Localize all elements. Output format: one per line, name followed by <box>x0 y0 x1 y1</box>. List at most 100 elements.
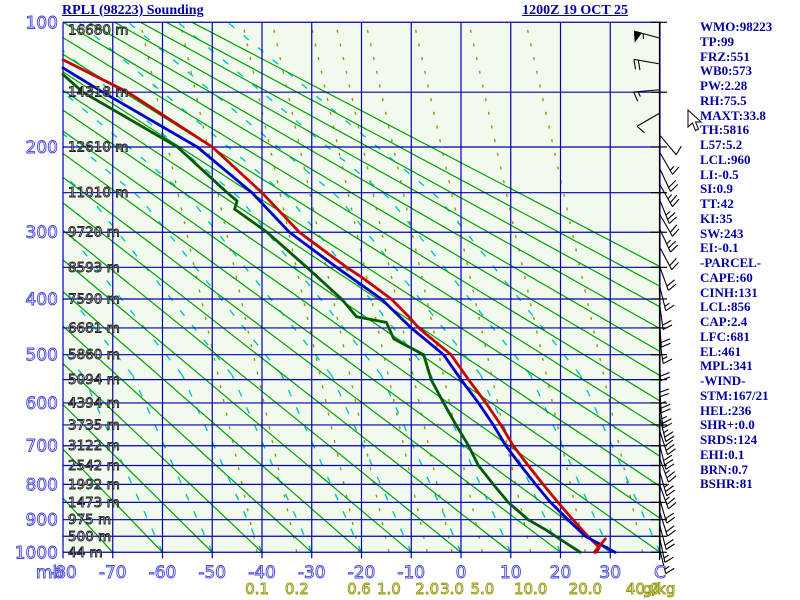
stat-line: BSHR:81 <box>700 476 753 492</box>
moist-adiabat <box>177 21 390 199</box>
wind-barb <box>658 511 676 537</box>
wind-barb <box>658 429 676 456</box>
temp-label: -50 <box>198 563 226 583</box>
wind-barb <box>658 265 677 291</box>
moist-adiabat <box>529 374 611 553</box>
stat-line: WB0:573 <box>700 63 752 79</box>
pressure-label: 500 <box>26 346 58 366</box>
moist-adiabat <box>131 374 213 553</box>
moist-adiabat <box>579 374 661 553</box>
wind-barb <box>659 134 682 156</box>
height-label: 44 m <box>68 545 103 561</box>
mixing-ratio-label: 0.2 <box>285 580 309 598</box>
wind-barb <box>659 213 680 237</box>
temp-label: 30 <box>599 563 621 583</box>
dry-adiabat <box>62 497 114 553</box>
stat-line: LCL:960 <box>700 151 751 167</box>
stat-line: RH:75.5 <box>700 92 747 108</box>
height-label: 500 m <box>68 529 111 545</box>
dry-adiabat <box>114 21 661 330</box>
height-label: 3735 m <box>68 417 120 433</box>
dry-adiabat <box>62 325 313 553</box>
wind-barb <box>658 443 675 470</box>
celsius-label: C <box>654 563 666 583</box>
wind-barb <box>658 199 678 224</box>
stat-line: LCL:856 <box>700 299 751 315</box>
stat-line: TH:5816 <box>700 122 750 138</box>
wind-barb <box>633 58 660 71</box>
temp-label: 0 <box>456 563 467 583</box>
stat-line: CINH:131 <box>700 284 758 300</box>
height-label: 9720 m <box>68 225 120 241</box>
stat-line: LI:-0.5 <box>700 166 739 182</box>
wind-barb <box>658 457 677 483</box>
mixing-ratio-label: 5.0 <box>470 580 494 598</box>
dry-adiabat <box>62 404 213 553</box>
temp-label: -20 <box>348 563 376 583</box>
stat-line: -PARCEL- <box>700 255 762 270</box>
dry-adiabat <box>191 21 661 268</box>
stat-line: EHI:0.1 <box>700 446 745 462</box>
pressure-label: 300 <box>26 223 58 243</box>
stat-line: SW:243 <box>700 225 744 241</box>
dry-adiabat <box>62 202 512 553</box>
wind-barb <box>659 167 679 192</box>
moist-adiabat <box>281 374 363 553</box>
height-label: 14318 m <box>68 85 128 101</box>
stat-line: SI:0.9 <box>700 181 733 197</box>
wind-barb <box>659 228 679 253</box>
wind-barb <box>658 536 674 563</box>
temp-label: -10 <box>397 563 425 583</box>
wind-barb <box>658 321 671 348</box>
temp-label: 10 <box>500 563 522 583</box>
wind-barb <box>659 151 680 175</box>
moist-adiabat <box>430 374 512 553</box>
dry-adiabat <box>62 259 412 553</box>
temp-label: 20 <box>550 563 572 583</box>
pressure-label: 1000 <box>15 543 58 563</box>
wind-barb <box>658 548 675 575</box>
height-label: 8593 m <box>68 260 120 276</box>
height-label: 3122 m <box>68 438 120 454</box>
stat-line: -WIND- <box>700 373 746 388</box>
stat-line: MPL:341 <box>700 358 753 374</box>
chart-datetime: 1200Z 19 OCT 25 <box>522 3 628 18</box>
dry-adiabat <box>62 152 611 553</box>
wind-barb <box>658 337 673 365</box>
wind-barb <box>636 112 660 134</box>
stat-line: BRN:0.7 <box>700 461 749 477</box>
height-label: 4394 m <box>68 395 120 411</box>
stat-line: EI:-0.1 <box>700 240 739 256</box>
moist-adiabat <box>62 225 183 376</box>
chart-title: RPLI (98223) Sounding <box>62 3 204 18</box>
mb-label: mb <box>36 563 63 583</box>
temp-label: -60 <box>149 563 177 583</box>
stat-line: STM:167/21 <box>700 387 769 403</box>
wind-barb <box>658 416 675 442</box>
moist-adiabat <box>227 21 440 199</box>
height-label: 6681 m <box>68 320 120 336</box>
stat-line: WMO:98223 <box>700 19 773 34</box>
dry-adiabat <box>140 21 661 308</box>
pressure-label: 200 <box>26 138 58 158</box>
mixing-ratio-label: 0.6 <box>347 580 371 598</box>
wind-barb <box>658 354 670 382</box>
temp-label: -40 <box>248 563 276 583</box>
stat-line: CAP:2.4 <box>700 314 748 329</box>
temperature-curve <box>61 58 601 554</box>
pressure-label: 600 <box>26 394 58 414</box>
stat-line: LFC:681 <box>700 328 750 344</box>
stat-line: TP:99 <box>700 33 734 49</box>
dewpoint-curve <box>61 73 582 554</box>
wind-barb <box>658 497 676 524</box>
moist-adiabat <box>62 91 191 199</box>
wet-bulb-curve <box>61 66 617 554</box>
moist-adiabat <box>330 374 412 553</box>
pressure-label: 100 <box>26 13 58 33</box>
wind-barb <box>659 246 679 271</box>
wind-barb <box>658 401 673 429</box>
pressure-label: 900 <box>26 511 58 531</box>
stat-line: FRZ:551 <box>700 48 750 64</box>
